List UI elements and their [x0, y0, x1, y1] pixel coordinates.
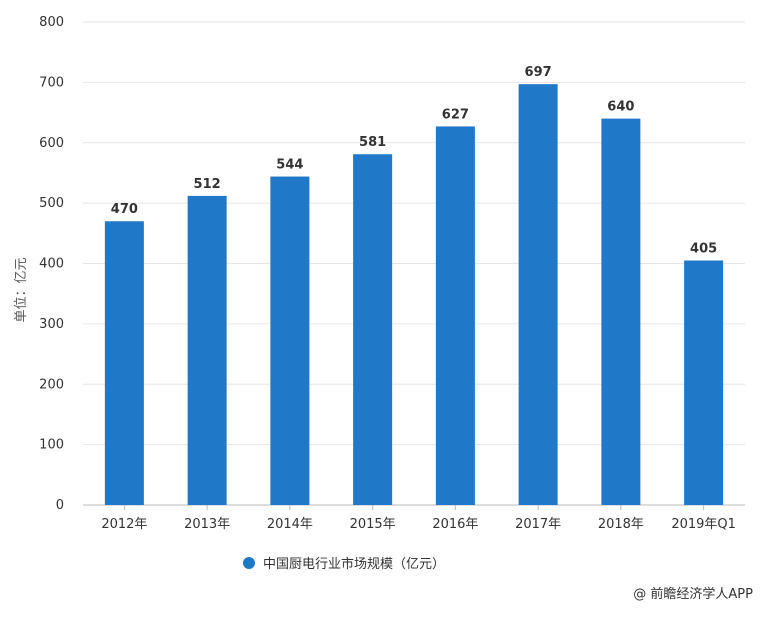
legend-label: 中国厨电行业市场规模（亿元） [263, 556, 445, 572]
y-tick-label: 100 [39, 438, 64, 453]
data-label: 544 [276, 158, 303, 173]
data-label: 640 [607, 100, 634, 115]
x-tick-label: 2012年 [101, 517, 147, 532]
legend: 中国厨电行业市场规模（亿元） [243, 556, 445, 572]
y-tick-label: 600 [39, 136, 64, 151]
legend-marker [243, 557, 255, 569]
data-label: 697 [525, 65, 552, 80]
x-tick-label: 2014年 [267, 517, 313, 532]
bar [435, 126, 475, 505]
y-tick-label: 700 [39, 75, 64, 90]
x-tick-label: 2019年Q1 [671, 517, 736, 532]
y-axis-title: 单位：亿元 [14, 257, 29, 322]
gridlines [83, 21, 745, 506]
bar [601, 118, 641, 505]
bar [353, 154, 393, 505]
x-tick-label: 2013年 [184, 517, 230, 532]
y-tick-label: 800 [39, 15, 64, 30]
data-label: 581 [359, 135, 386, 150]
y-tick-label: 200 [39, 377, 64, 392]
bar [187, 195, 227, 505]
data-label: 512 [194, 177, 221, 192]
bars: 470 512 544 581 627 697 640 405 [104, 65, 724, 506]
y-tick-label: 0 [56, 498, 64, 513]
x-tick-label: 2016年 [432, 517, 478, 532]
bar [518, 84, 558, 505]
data-label: 470 [111, 202, 138, 217]
bar [684, 260, 724, 505]
x-tick-label: 2017年 [515, 517, 561, 532]
bar [270, 176, 310, 505]
y-tick-label: 300 [39, 317, 64, 332]
data-label: 405 [690, 241, 717, 256]
source-credit: @ 前瞻经济学人APP [633, 586, 753, 602]
data-label: 627 [442, 107, 469, 122]
x-axis-ticks: 2012年 2013年 2014年 2015年 2016年 2017年 2018年 2019年… [101, 505, 736, 532]
y-axis-ticks: 0 100 200 300 400 500 600 700 800 [39, 15, 64, 513]
x-tick-label: 2018年 [598, 517, 644, 532]
x-tick-label: 2015年 [350, 517, 396, 532]
bar [104, 221, 144, 506]
y-tick-label: 500 [39, 196, 64, 211]
y-tick-label: 400 [39, 257, 64, 272]
